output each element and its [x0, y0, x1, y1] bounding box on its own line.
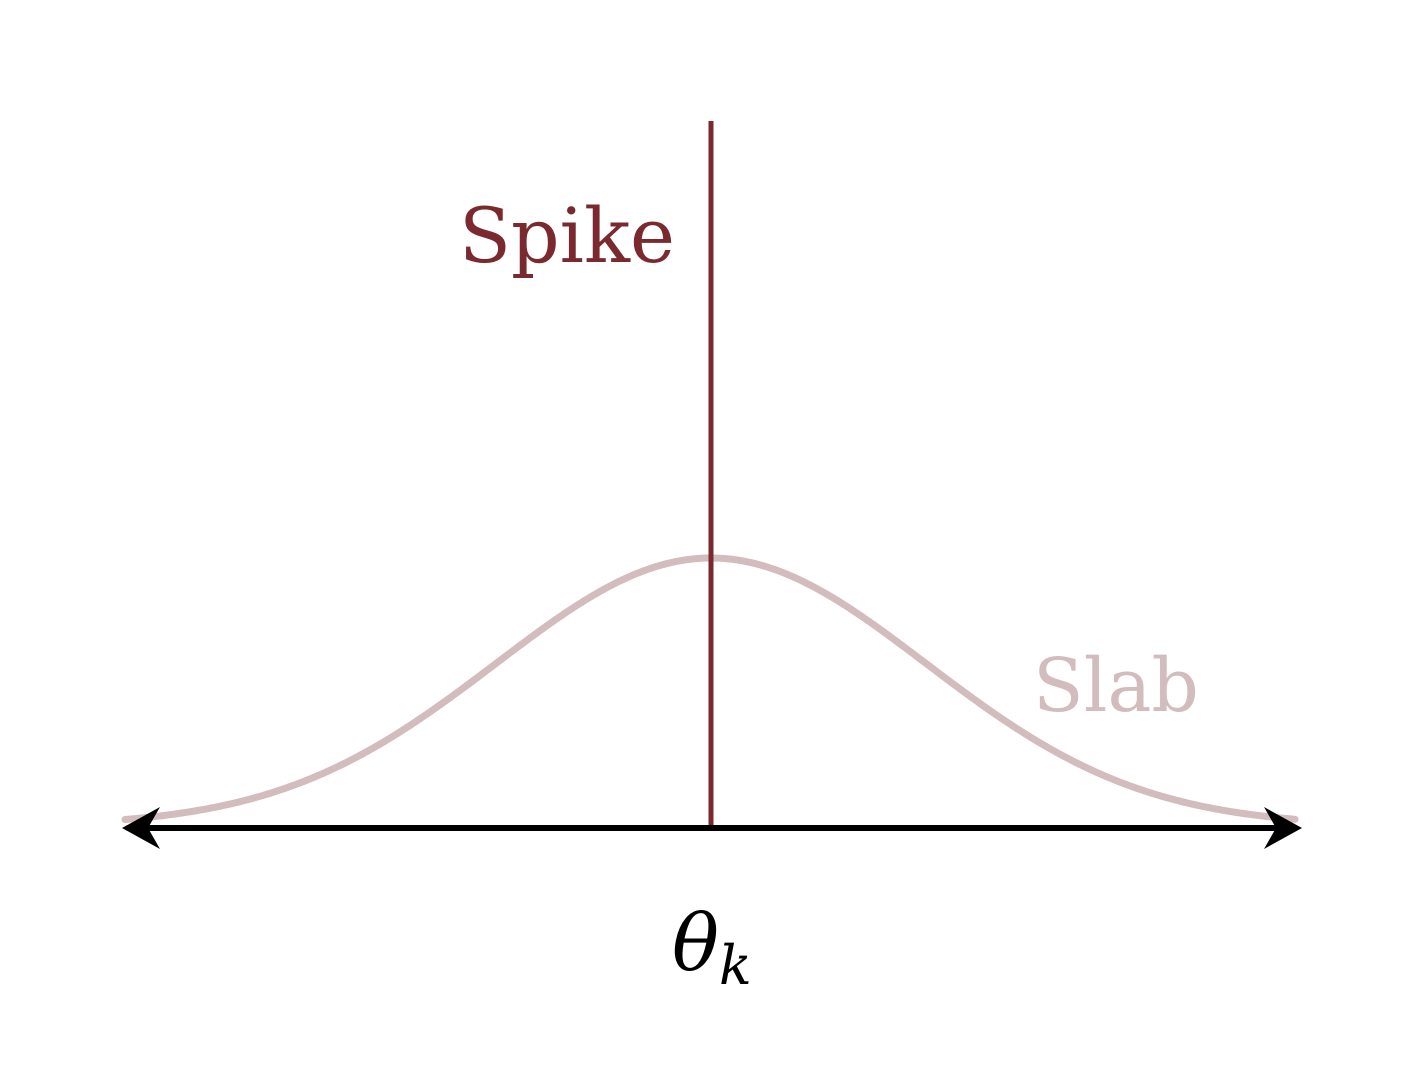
axis-label: θk	[672, 899, 752, 997]
axis-label-symbol: θ	[672, 899, 719, 989]
axis-right-arrowhead	[1264, 807, 1302, 849]
spike-label: Spike	[459, 191, 675, 280]
axis-left-arrowhead	[122, 807, 160, 849]
slab-label: Slab	[1033, 643, 1199, 729]
axis-label-subscript: k	[719, 934, 752, 997]
